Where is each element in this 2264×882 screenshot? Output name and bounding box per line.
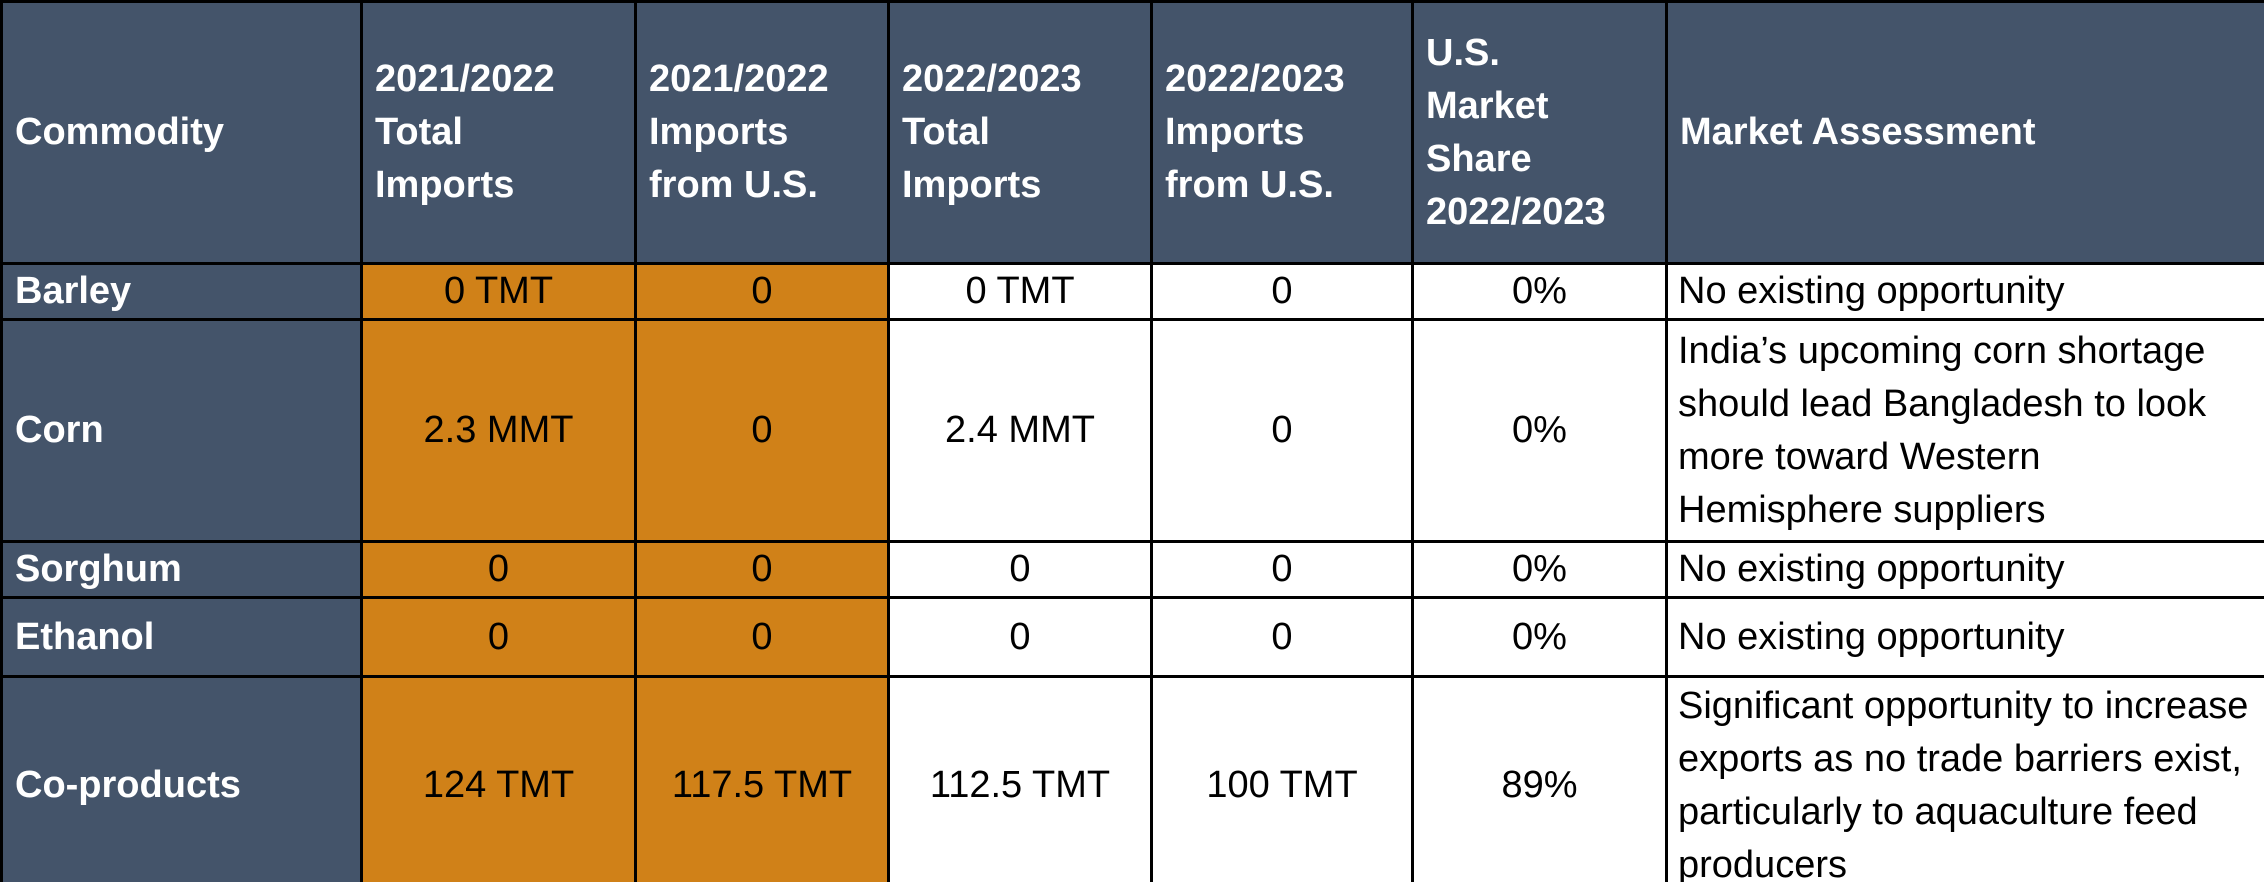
value-cell: 0%: [1411, 540, 1668, 599]
header-text: from U.S.: [649, 164, 818, 206]
assessment-cell: No existing opportunity: [1665, 596, 2264, 678]
assessment-cell: No existing opportunity: [1665, 540, 2264, 599]
value-cell: 2.4 MMT: [887, 318, 1153, 543]
header-text: Market Assessment: [1680, 111, 2036, 153]
value-cell: 0%: [1411, 596, 1668, 678]
header-text: 2021/2022: [649, 58, 829, 100]
commodity-cell: Co-products: [0, 675, 363, 882]
header-text: Imports: [375, 164, 515, 206]
assessment-cell: Significant opportunity to increase expo…: [1665, 675, 2264, 882]
header-text: Market: [1426, 84, 1549, 127]
header-text: Total: [902, 111, 990, 153]
value-cell: 0: [887, 540, 1153, 599]
header-cell: 2022/2023 Total Imports: [887, 0, 1153, 265]
header-text: from U.S.: [1165, 164, 1334, 206]
table-row: Sorghum 0 0 0 0 0% No existing opportunity: [0, 540, 2264, 599]
assessment-cell: India’s upcoming corn shortage should le…: [1665, 318, 2264, 543]
value-cell: 0: [634, 540, 890, 599]
header-text: 2022/2023: [1426, 190, 1606, 233]
value-cell: 100 TMT: [1150, 675, 1414, 882]
commodity-cell: Ethanol: [0, 596, 363, 678]
header-text: Share: [1426, 137, 1532, 180]
header-cell: Market Assessment: [1665, 0, 2264, 265]
value-cell: 89%: [1411, 675, 1668, 882]
header-text: 2022/2023: [1165, 58, 1345, 100]
header-text: Commodity: [15, 111, 224, 153]
table-row: Co-products 124 TMT 117.5 TMT 112.5 TMT 100 …: [0, 675, 2264, 882]
value-cell: 0%: [1411, 318, 1668, 543]
value-cell: 0: [360, 540, 637, 599]
value-cell: 0 TMT: [360, 262, 637, 321]
value-cell: 0: [634, 318, 890, 543]
header-text: Imports: [1165, 111, 1305, 153]
header-text: Imports: [902, 164, 1042, 206]
value-cell: 117.5 TMT: [634, 675, 890, 882]
commodity-cell: Sorghum: [0, 540, 363, 599]
commodity-cell: Barley: [0, 262, 363, 321]
table-row: Corn 2.3 MMT 0 2.4 MMT 0 0% India’s upcoming c…: [0, 318, 2264, 543]
value-cell: 0%: [1411, 262, 1668, 321]
header-cell: 2021/2022 Imports from U.S.: [634, 0, 890, 265]
header-cell: U.S. Market Share 2022/2023: [1411, 0, 1668, 265]
header-row: Commodity 2021/2022 Total Imports 2021/2022 I…: [0, 0, 2264, 265]
value-cell: 0: [634, 262, 890, 321]
commodity-cell: Corn: [0, 318, 363, 543]
header-cell: 2022/2023 Imports from U.S.: [1150, 0, 1414, 265]
value-cell: 0: [887, 596, 1153, 678]
table-row: Barley 0 TMT 0 0 TMT 0 0% No existing opportun…: [0, 262, 2264, 321]
value-cell: 0: [634, 596, 890, 678]
table-row: Ethanol 0 0 0 0 0% No existing opportunity: [0, 596, 2264, 678]
value-cell: 0: [1150, 596, 1414, 678]
value-cell: 124 TMT: [360, 675, 637, 882]
header-text: Imports: [649, 111, 789, 153]
header-text: 2022/2023: [902, 58, 1082, 100]
header-text: U.S.: [1426, 31, 1500, 74]
value-cell: 0: [360, 596, 637, 678]
header-cell: Commodity: [0, 0, 363, 265]
value-cell: 0: [1150, 540, 1414, 599]
header-text: Total: [375, 111, 463, 153]
value-cell: 112.5 TMT: [887, 675, 1153, 882]
assessment-cell: No existing opportunity: [1665, 262, 2264, 321]
value-cell: 2.3 MMT: [360, 318, 637, 543]
header-cell: 2021/2022 Total Imports: [360, 0, 637, 265]
value-cell: 0: [1150, 262, 1414, 321]
value-cell: 0 TMT: [887, 262, 1153, 321]
value-cell: 0: [1150, 318, 1414, 543]
header-text: 2021/2022: [375, 58, 555, 100]
